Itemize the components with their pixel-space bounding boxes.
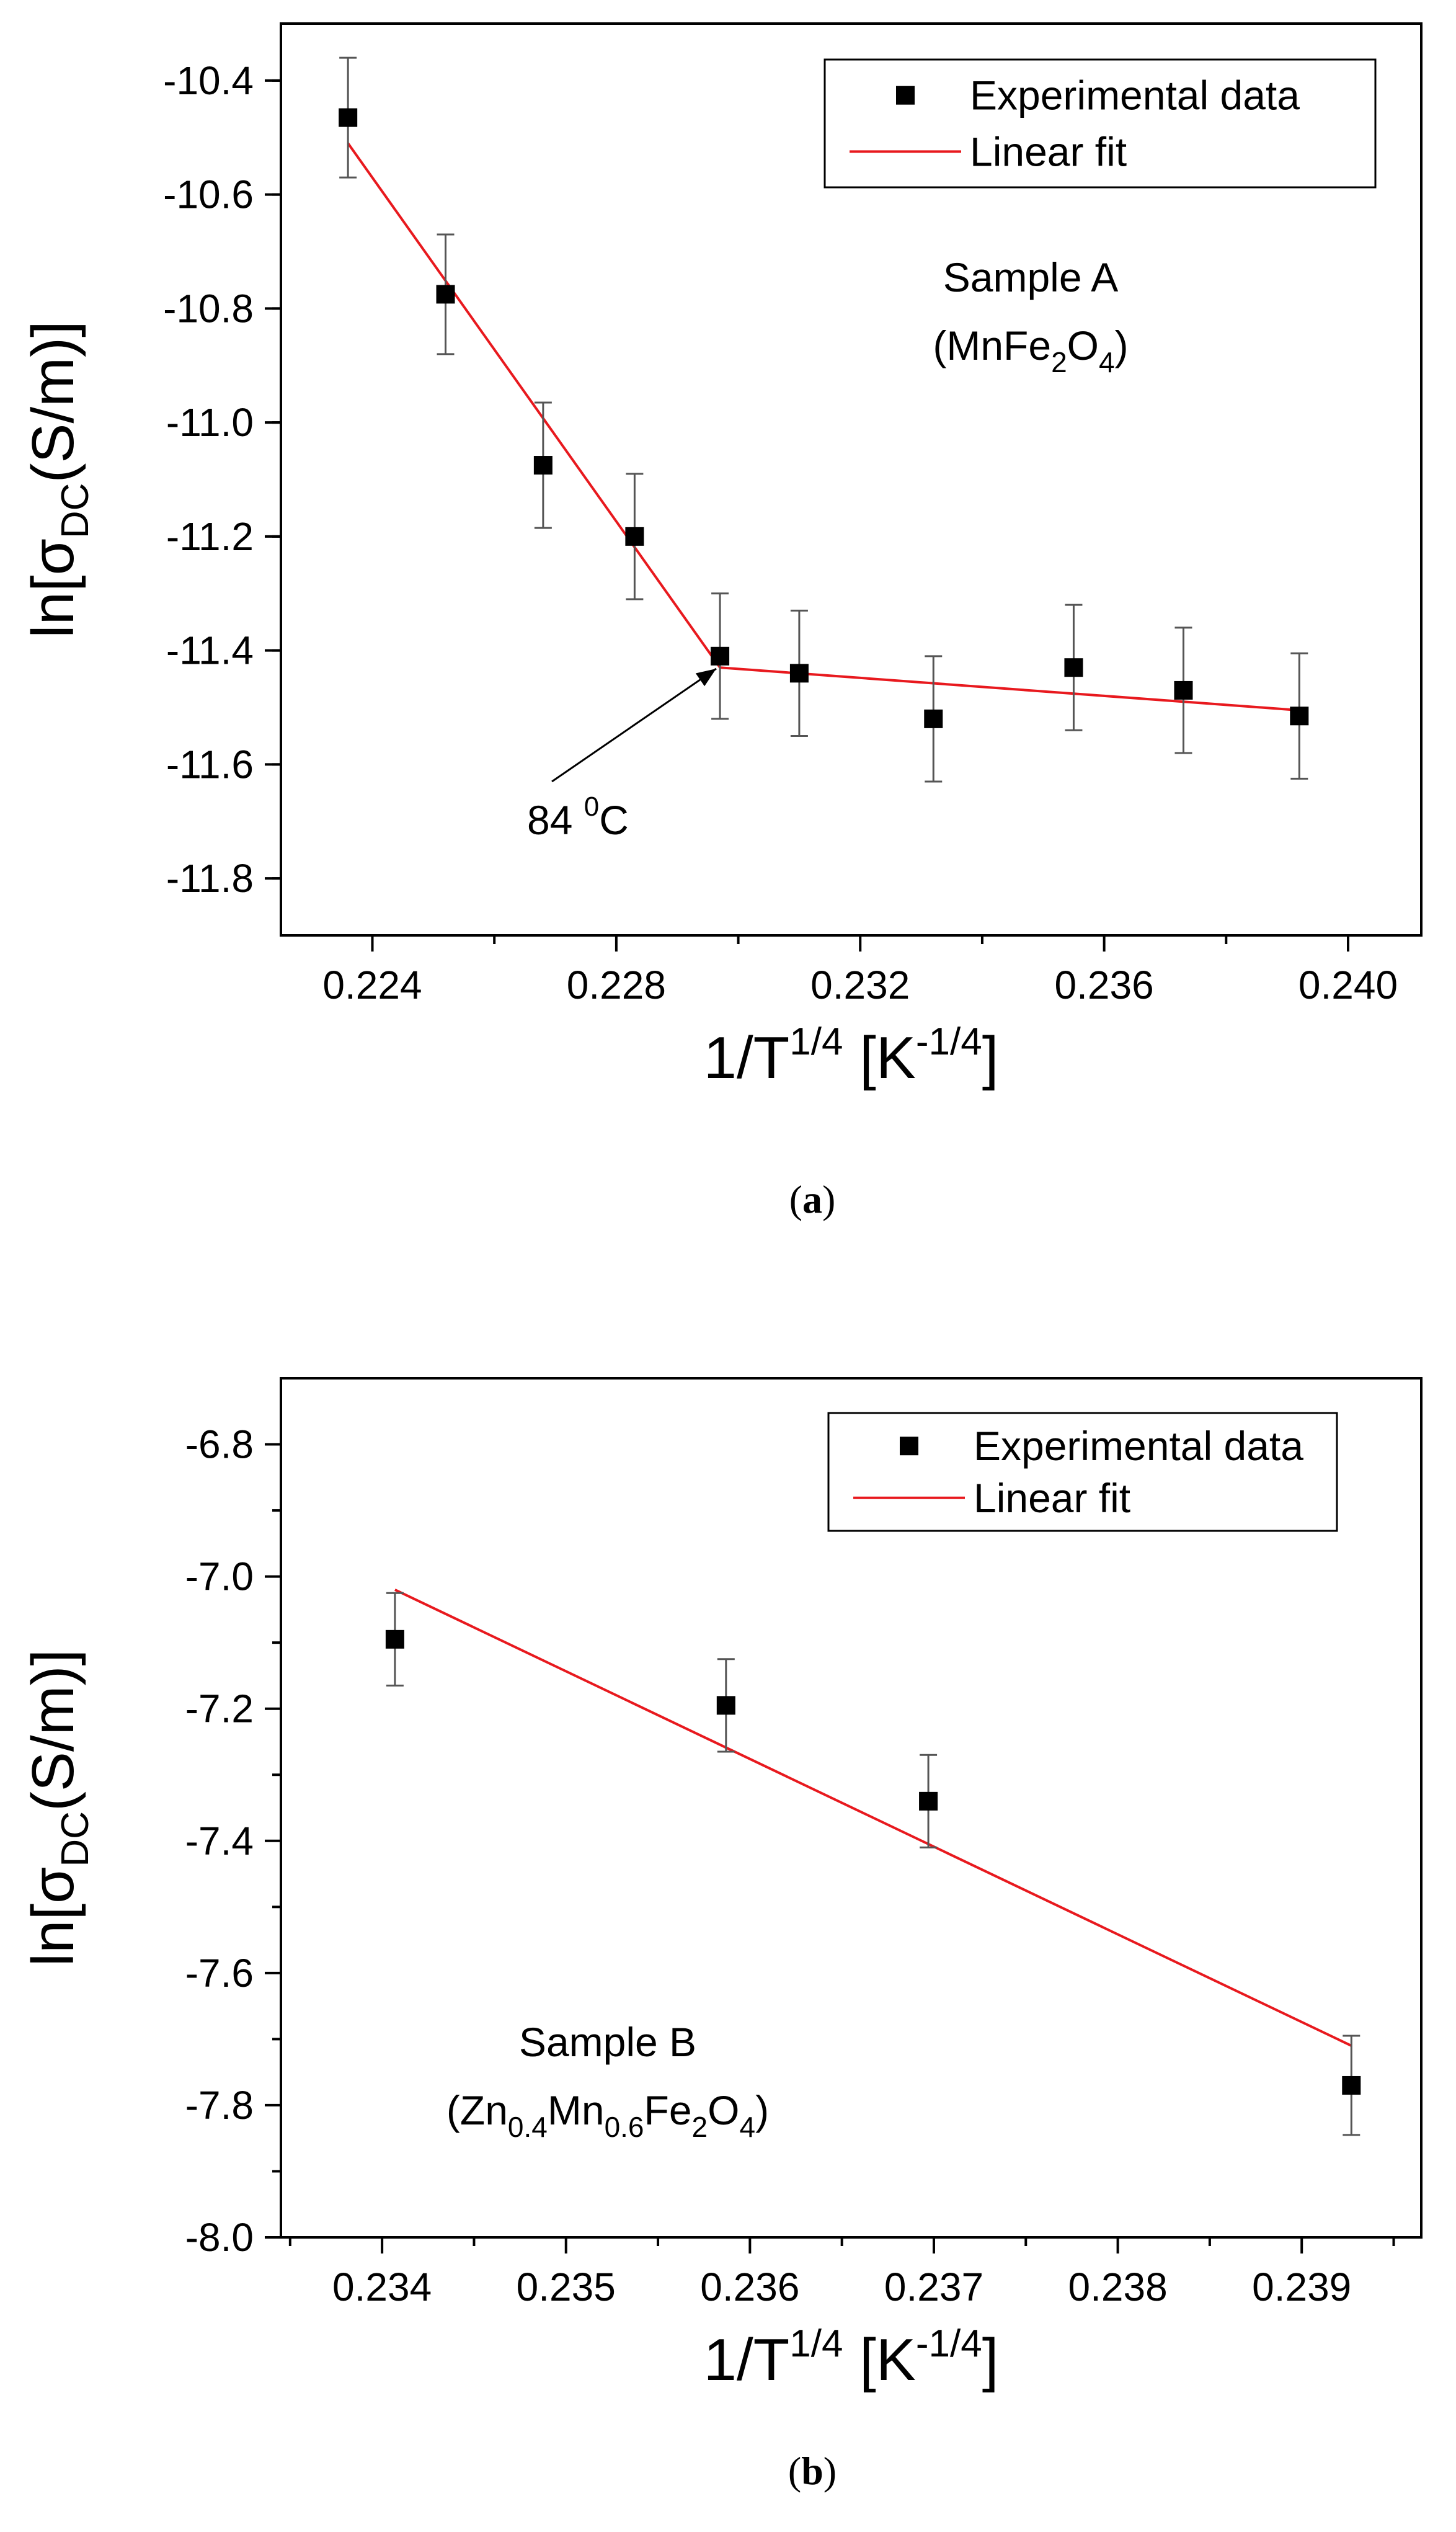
x-tick-label: 0.240 (1298, 963, 1398, 1007)
data-point (339, 56, 358, 179)
x-tick-label: 0.234 (332, 2265, 432, 2309)
y-tick-label: -7.4 (185, 1819, 254, 1863)
y-axis-title: ln[σDC(S/m)] (20, 321, 97, 638)
legend-label: Linear fit (974, 1475, 1130, 1521)
data-marker (1174, 680, 1193, 700)
data-marker (1064, 658, 1083, 677)
x-tick-label: 0.236 (1055, 963, 1154, 1007)
y-tick-label: -11.8 (166, 856, 254, 901)
data-marker (625, 527, 644, 546)
data-marker (385, 1629, 404, 1649)
y-tick-label: -11.0 (166, 400, 254, 445)
x-axis-title: 1/T1/4 [K-1/4] (704, 1020, 999, 1091)
data-point (1174, 626, 1193, 754)
x-tick-label: 0.239 (1252, 2265, 1351, 2309)
legend-label: Linear fit (970, 128, 1127, 174)
y-tick-label: -10.4 (163, 58, 254, 103)
data-marker (711, 646, 730, 666)
data-marker (789, 664, 809, 683)
data-marker (1342, 2075, 1361, 2095)
data-point (385, 1592, 404, 1687)
x-tick-label: 0.232 (810, 963, 910, 1007)
x-tick-label: 0.235 (517, 2265, 616, 2309)
data-point (789, 609, 809, 737)
y-tick-label: -7.8 (185, 2083, 254, 2128)
data-point (533, 401, 553, 529)
y-axis-title: ln[σDC(S/m)] (20, 1649, 97, 1966)
y-tick-label: -11.4 (166, 628, 254, 673)
sample-name: Sample B (519, 2019, 696, 2065)
legend: Experimental data Linear fit (823, 58, 1377, 189)
arrow-shaft (551, 667, 717, 783)
data-marker (919, 1791, 938, 1811)
data-point (711, 592, 730, 720)
sample-name: Sample A (943, 254, 1119, 300)
y-tick-label: -8.0 (185, 2215, 254, 2260)
data-marker (533, 456, 553, 475)
panel-caption: (b) (788, 2449, 837, 2493)
plot-frame (280, 22, 1423, 937)
x-tick-label: 0.228 (567, 963, 666, 1007)
linear-fit-line (347, 142, 1300, 712)
x-axis-title: 1/T1/4 [K-1/4] (704, 2322, 999, 2393)
legend-label: Experimental data (970, 73, 1300, 118)
legend-marker-experimental (896, 86, 915, 105)
data-point (1290, 652, 1309, 780)
x-tick-label: 0.238 (1068, 2265, 1168, 2309)
y-tick-label: -11.2 (166, 514, 254, 559)
y-tick-label: -6.8 (185, 1422, 254, 1467)
y-tick-label: -10.8 (163, 286, 254, 331)
data-point (625, 473, 644, 600)
linear-fit-line (394, 1589, 1352, 2047)
y-tick-label: -7.6 (185, 1951, 254, 1995)
legend-marker-experimental (900, 1437, 918, 1456)
data-marker (436, 285, 455, 304)
data-marker (924, 709, 943, 728)
data-point (716, 1658, 735, 1753)
data-point (1064, 604, 1083, 731)
x-tick-label: 0.236 (700, 2265, 799, 2309)
x-tick-label: 0.224 (322, 963, 422, 1007)
arrow-head (695, 669, 716, 687)
legend: Experimental data Linear fit (827, 1412, 1338, 1532)
legend-label: Experimental data (974, 1423, 1303, 1469)
chart-panel-a: 0.224 0.228 0.232 0.236 0.240 -10.4 -10.6 -10.8… (20, 22, 1423, 1221)
legend-box (827, 1412, 1338, 1532)
y-tick-label: -11.6 (166, 742, 254, 787)
transition-temperature-label: 84 0C (527, 791, 629, 843)
y-tick-label: -7.2 (185, 1687, 254, 1731)
panel-caption: (a) (789, 1177, 836, 1221)
x-tick-label: 0.237 (884, 2265, 983, 2309)
plot-frame (280, 1377, 1423, 2239)
sample-formula: (Zn0.4Mn0.6Fe2O4) (446, 2087, 769, 2143)
data-point (924, 655, 943, 783)
sample-formula: (MnFe2O4) (933, 323, 1128, 378)
data-point (1342, 2035, 1361, 2136)
data-point (436, 233, 455, 355)
legend-box (823, 58, 1377, 189)
y-tick-label: -10.6 (163, 172, 254, 217)
chart-panel-b: 0.234 0.235 0.236 0.237 0.238 0.239 -6.8 -7.0 -7… (20, 1377, 1423, 2493)
data-point (919, 1754, 938, 1848)
data-marker (716, 1696, 735, 1715)
data-marker (339, 108, 358, 127)
y-tick-label: -7.0 (185, 1554, 254, 1599)
data-marker (1290, 707, 1309, 726)
transition-arrow (551, 667, 717, 783)
